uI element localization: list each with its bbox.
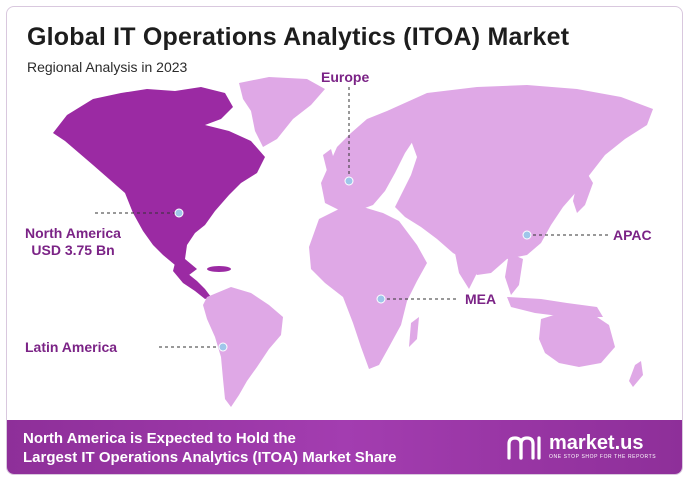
label-mea: MEA: [465, 291, 497, 307]
asia-shape: [387, 85, 653, 275]
southeast-asia-shape: [505, 253, 523, 295]
latin-america-marker: [218, 342, 228, 352]
brand-logo: market.us ONE STOP SHOP FOR THE REPORTS: [507, 433, 656, 461]
footer-text: North America is Expected to Hold the La…: [23, 429, 396, 467]
central-america-shape: [173, 263, 211, 299]
north-america-marker: [174, 208, 184, 218]
brand-name: market.us: [549, 432, 644, 454]
label-north-america-value: USD 3.75 Bn: [31, 242, 115, 258]
japan-shape: [573, 173, 593, 213]
footer-banner: North America is Expected to Hold the La…: [7, 420, 682, 474]
caribbean-shape: [207, 266, 231, 272]
south-america-shape: [203, 287, 283, 407]
brand-tagline: ONE STOP SHOP FOR THE REPORTS: [549, 454, 657, 460]
africa-shape: [309, 207, 427, 369]
australia-shape: [539, 311, 615, 367]
market-us-logo-icon: [507, 436, 541, 460]
label-latin-america: Latin America: [25, 339, 118, 355]
uk-shape: [323, 149, 335, 171]
page-subtitle: Regional Analysis in 2023: [27, 59, 188, 75]
infographic-card: Global IT Operations Analytics (ITOA) Ma…: [6, 6, 683, 475]
mea-marker: [376, 294, 386, 304]
world-map: [53, 77, 653, 407]
apac-marker: [522, 230, 532, 240]
footer-line-1: North America is Expected to Hold the: [23, 430, 296, 447]
north-america-shape: [53, 87, 265, 275]
footer-line-2: Largest IT Operations Analytics (ITOA) M…: [23, 449, 397, 466]
europe-shape: [321, 111, 417, 211]
new-zealand-shape: [629, 361, 643, 387]
india-shape: [453, 243, 483, 289]
greenland-shape: [239, 77, 325, 147]
page-title: Global IT Operations Analytics (ITOA) Ma…: [27, 23, 570, 51]
label-north-america-name: North America: [25, 225, 121, 241]
label-apac: APAC: [613, 227, 652, 243]
label-north-america: North America USD 3.75 Bn: [9, 225, 137, 259]
brand-text: market.us ONE STOP SHOP FOR THE REPORTS: [549, 433, 656, 461]
label-europe: Europe: [321, 69, 370, 85]
madagascar-shape: [409, 317, 419, 347]
europe-marker: [344, 176, 354, 186]
